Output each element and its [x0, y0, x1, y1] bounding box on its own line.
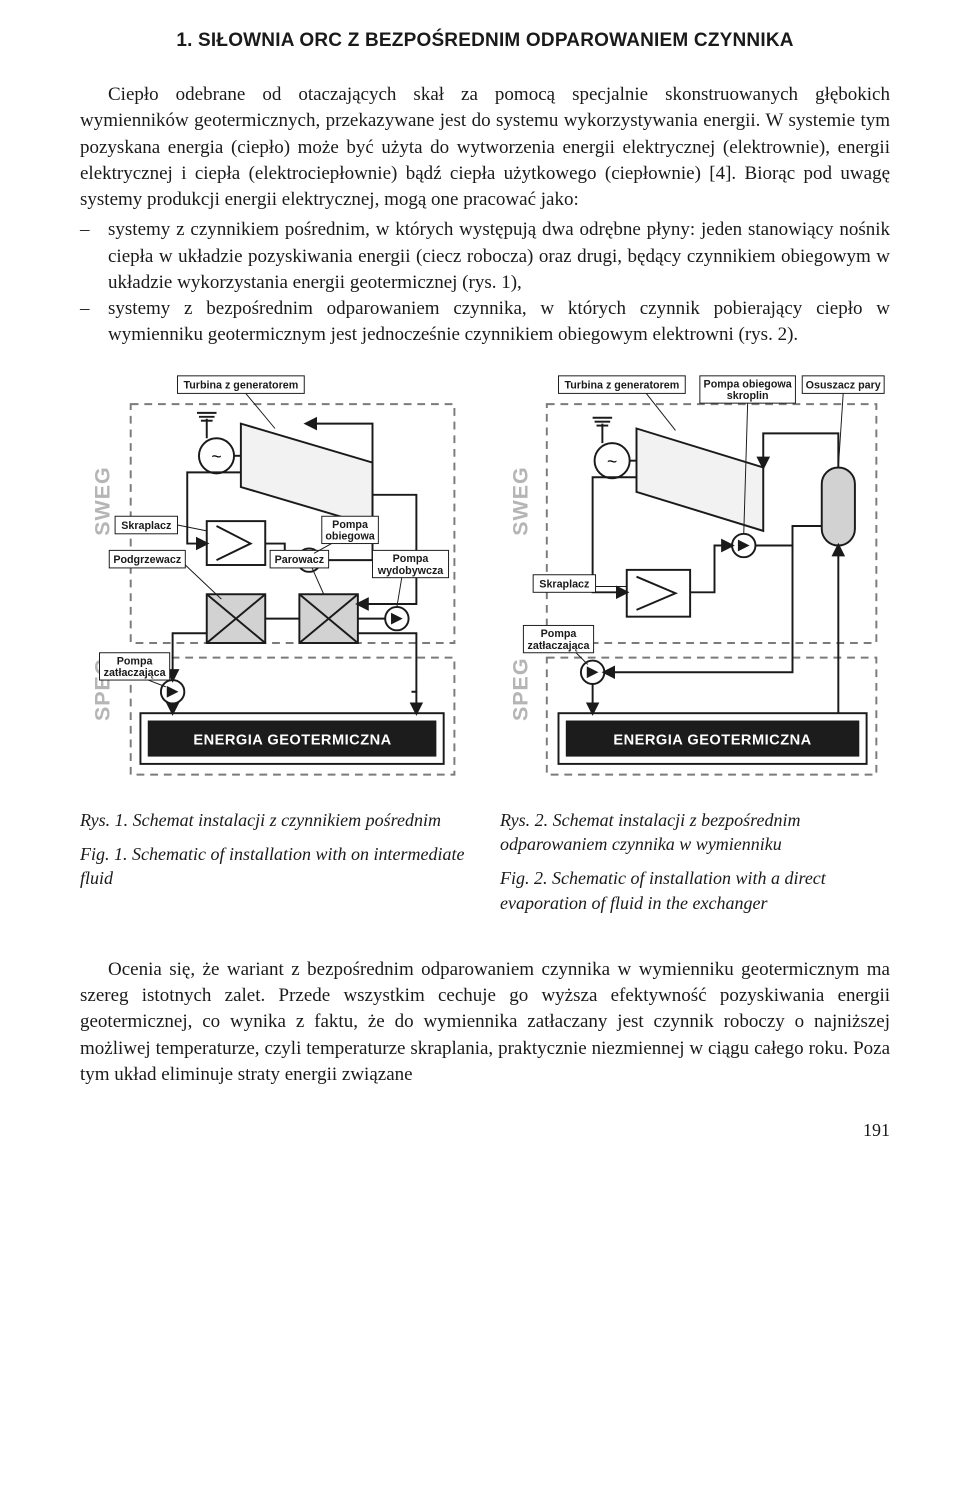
side-label-speg: SPEG [508, 658, 532, 721]
side-label-sweg: SWEG [90, 467, 114, 536]
figure-2: SWEG SPEG ENERGIA GEOTERMICZNA ~ [500, 370, 890, 789]
svg-text:Turbina z generatorem: Turbina z generatorem [564, 380, 679, 392]
label-turbine: Turbina z generatorem [178, 376, 305, 429]
caption-right: Rys. 2. Schemat instalacji z bezpośredni… [500, 808, 890, 925]
caption-left: Rys. 1. Schemat instalacji z czynnikiem … [80, 808, 470, 925]
label-dryer: Osuszacz pary [802, 376, 884, 468]
svg-text:zatłaczająca: zatłaczająca [528, 640, 591, 652]
caption-text: Fig. 1. Schematic of installation with o… [80, 842, 470, 891]
label-circ-pump: Pompa obiegowa [314, 517, 378, 554]
fig2-svg: SWEG SPEG ENERGIA GEOTERMICZNA ~ [500, 370, 890, 789]
svg-text:Pompa: Pompa [541, 629, 578, 641]
svg-text:Pompa: Pompa [393, 553, 430, 565]
page-number: 191 [80, 1118, 890, 1143]
list-item: systemy z czynnikiem pośrednim, w któryc… [80, 217, 890, 296]
label-inj-pump: Pompa zatłaczająca [523, 626, 593, 665]
figure-1: SWEG SPEG ENERGIA GEOTERMICZNA ~ [80, 370, 470, 789]
list-item: systemy z bezpośrednim odparowaniem czyn… [80, 296, 890, 348]
svg-text:Skraplacz: Skraplacz [121, 520, 171, 532]
svg-text:Skraplacz: Skraplacz [539, 579, 589, 591]
svg-text:Pompa: Pompa [117, 656, 154, 668]
svg-text:~: ~ [607, 452, 617, 472]
svg-text:obiegowa: obiegowa [325, 531, 375, 543]
svg-text:~: ~ [211, 447, 221, 467]
bullet-list: systemy z czynnikiem pośrednim, w któryc… [80, 217, 890, 348]
label-condenser: Skraplacz [115, 517, 207, 535]
svg-text:Podgrzewacz: Podgrzewacz [113, 554, 181, 566]
svg-text:Pompa obiegowa: Pompa obiegowa [704, 379, 793, 391]
paragraph-intro: Ciepło odebrane od otaczających skał za … [80, 82, 890, 213]
energy-band: ENERGIA GEOTERMICZNA [613, 733, 811, 749]
paragraph-body: Ocenia się, że wariant z bezpośrednim od… [80, 957, 890, 1088]
svg-text:Pompa: Pompa [332, 519, 369, 531]
figure-row: SWEG SPEG ENERGIA GEOTERMICZNA ~ [80, 370, 890, 789]
side-label-sweg: SWEG [508, 467, 532, 536]
fig1-svg: SWEG SPEG ENERGIA GEOTERMICZNA ~ [80, 370, 470, 789]
label-condenser: Skraplacz [533, 575, 627, 593]
svg-text:Parowacz: Parowacz [275, 554, 324, 566]
caption-text: Rys. 1. Schemat instalacji z czynnikiem … [80, 808, 470, 832]
label-evaporator: Parowacz [270, 551, 329, 595]
energy-band: ENERGIA GEOTERMICZNA [193, 733, 391, 749]
caption-row: Rys. 1. Schemat instalacji z czynnikiem … [80, 808, 890, 925]
svg-text:wydobywcza: wydobywcza [377, 565, 445, 577]
caption-text: Rys. 2. Schemat instalacji z bezpośredni… [500, 808, 890, 857]
svg-text:skroplin: skroplin [727, 391, 769, 403]
label-preheater: Podgrzewacz [109, 551, 221, 600]
svg-text:zatłaczająca: zatłaczająca [104, 668, 167, 680]
section-heading: 1. SIŁOWNIA ORC Z BEZPOŚREDNIM ODPAROWAN… [80, 28, 890, 54]
label-extr-pump: Pompa wydobywcza [373, 551, 449, 608]
svg-text:Turbina z generatorem: Turbina z generatorem [183, 380, 298, 392]
svg-text:Osuszacz pary: Osuszacz pary [806, 380, 881, 392]
caption-text: Fig. 2. Schematic of installation with a… [500, 866, 890, 915]
